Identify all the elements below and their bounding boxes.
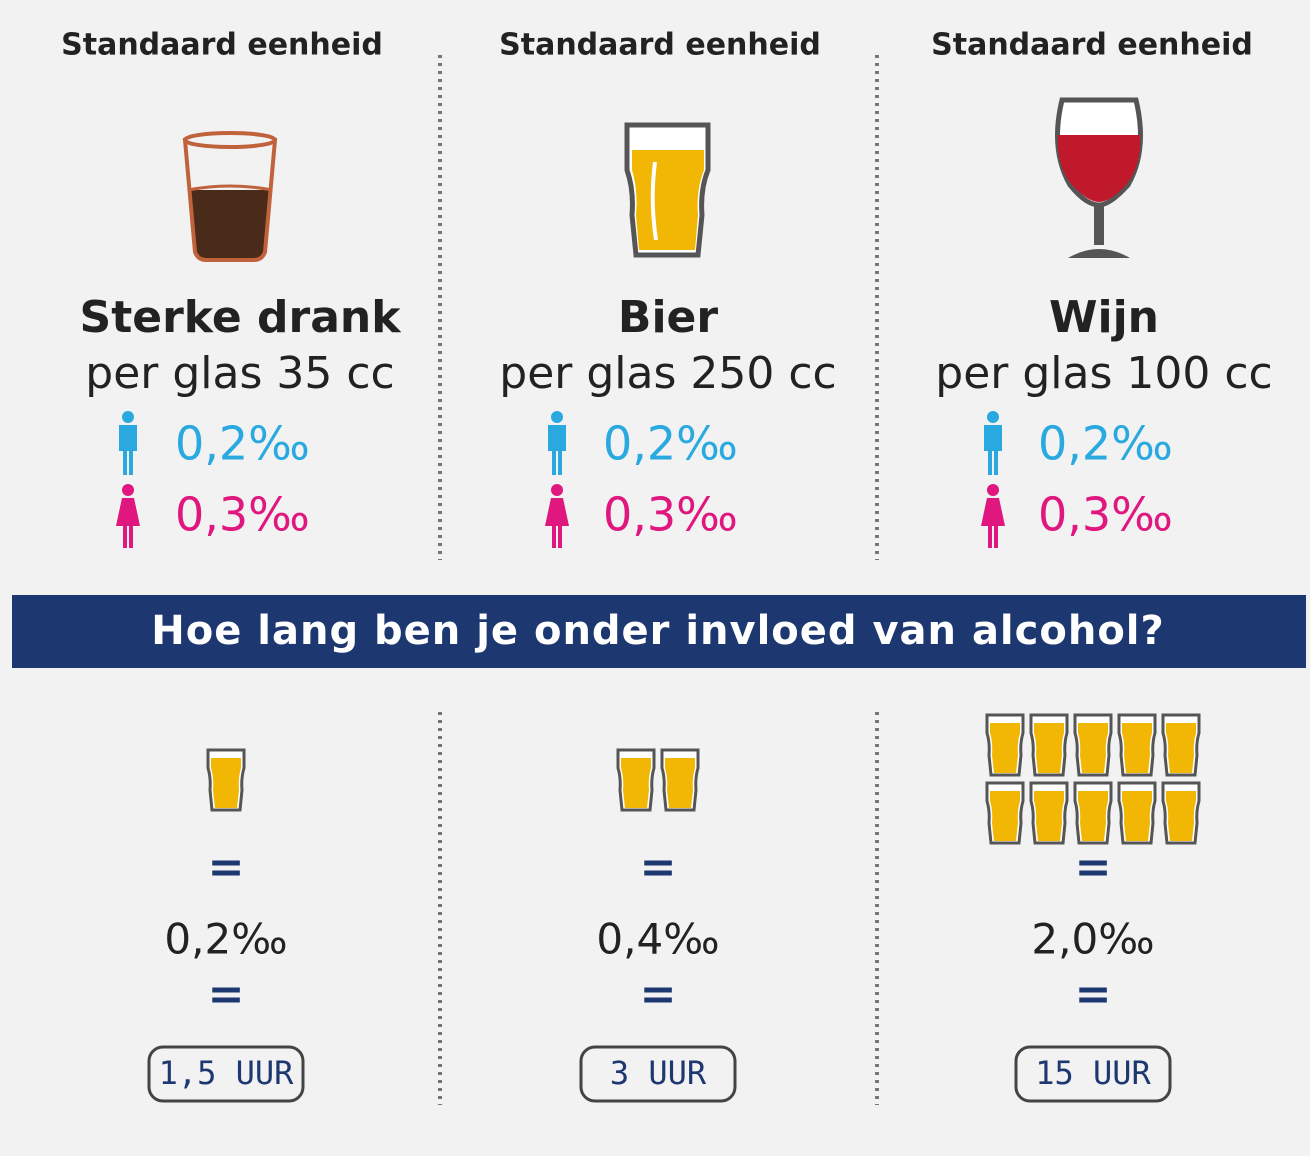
beer-glass xyxy=(660,748,700,812)
beer xyxy=(1034,723,1064,773)
beer xyxy=(1166,791,1196,841)
equals: = xyxy=(1075,969,1112,1020)
wine-glass-icon xyxy=(1055,97,1143,258)
person-icon xyxy=(981,484,1005,548)
beer xyxy=(211,758,241,808)
beer-glass xyxy=(1029,713,1069,777)
beer-glass xyxy=(1161,713,1201,777)
beer xyxy=(1078,791,1108,841)
duration-box xyxy=(1014,1045,1172,1103)
head xyxy=(551,484,563,496)
beer-glass xyxy=(1073,781,1113,845)
duration: 15 UUR xyxy=(1035,1054,1151,1092)
drink-name: Wijn xyxy=(1049,292,1159,343)
beer-glass xyxy=(985,713,1025,777)
beer xyxy=(1122,723,1152,773)
beer xyxy=(1078,723,1108,773)
equals: = xyxy=(1075,842,1112,893)
beer xyxy=(990,791,1020,841)
beer xyxy=(1122,791,1152,841)
equals: = xyxy=(208,842,245,893)
duration-box xyxy=(147,1045,305,1103)
drink-volume: per glas 100 cc xyxy=(935,348,1272,399)
beer-glass xyxy=(1029,781,1069,845)
beer-glass xyxy=(206,748,246,812)
person-icon xyxy=(984,411,1002,475)
beer-glass xyxy=(1117,713,1157,777)
beer xyxy=(621,758,651,808)
female-value: 0,3‰ xyxy=(1038,488,1173,542)
beer-glass xyxy=(1161,781,1201,845)
promille: 2,0‰ xyxy=(1031,915,1154,964)
head xyxy=(122,484,134,496)
body xyxy=(981,498,1005,548)
duration-box xyxy=(579,1045,737,1103)
beer-glass xyxy=(1117,781,1157,845)
head xyxy=(987,411,999,423)
promille: 0,2‰ xyxy=(164,915,287,964)
duration: 3 UUR xyxy=(610,1054,707,1092)
drink-volume: per glas 250 cc xyxy=(499,348,836,399)
body xyxy=(545,498,569,548)
head xyxy=(551,411,563,423)
banner xyxy=(12,595,1306,668)
male-value: 0,2‰ xyxy=(175,417,310,471)
equals: = xyxy=(640,969,677,1020)
drink-volume: per glas 35 cc xyxy=(85,348,394,399)
beer xyxy=(1034,791,1064,841)
shot-glass-icon xyxy=(182,131,278,262)
body xyxy=(548,425,566,475)
beer-glass xyxy=(985,781,1025,845)
female-value: 0,3‰ xyxy=(603,488,738,542)
column-header: Standaard eenheid xyxy=(931,28,1253,63)
body xyxy=(119,425,137,475)
drink-name: Sterke drank xyxy=(80,292,403,343)
column-header: Standaard eenheid xyxy=(61,28,383,63)
equals: = xyxy=(208,969,245,1020)
body xyxy=(984,425,1002,475)
column-header: Standaard eenheid xyxy=(499,28,821,63)
banner-title: Hoe lang ben je onder invloed van alcoho… xyxy=(151,608,1164,654)
beer-glass xyxy=(1073,713,1113,777)
person-icon xyxy=(548,411,566,475)
head xyxy=(987,484,999,496)
male-value: 0,2‰ xyxy=(1038,417,1173,471)
drink-name: Bier xyxy=(618,292,718,343)
person-icon xyxy=(119,411,137,475)
promille: 0,4‰ xyxy=(596,915,719,964)
beer-glass xyxy=(616,748,656,812)
beer-glass-icon xyxy=(624,122,711,258)
beer xyxy=(990,723,1020,773)
body xyxy=(116,498,140,548)
beer xyxy=(665,758,695,808)
person-icon xyxy=(116,484,140,548)
female-value: 0,3‰ xyxy=(175,488,310,542)
person-icon xyxy=(545,484,569,548)
equals: = xyxy=(640,842,677,893)
beer xyxy=(1166,723,1196,773)
male-value: 0,2‰ xyxy=(603,417,738,471)
head xyxy=(122,411,134,423)
duration: 1,5 UUR xyxy=(159,1054,295,1092)
